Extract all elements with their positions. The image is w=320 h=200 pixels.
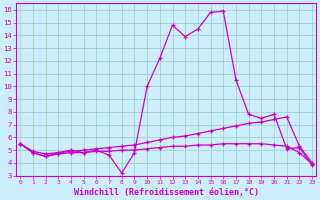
X-axis label: Windchill (Refroidissement éolien,°C): Windchill (Refroidissement éolien,°C) <box>74 188 259 197</box>
